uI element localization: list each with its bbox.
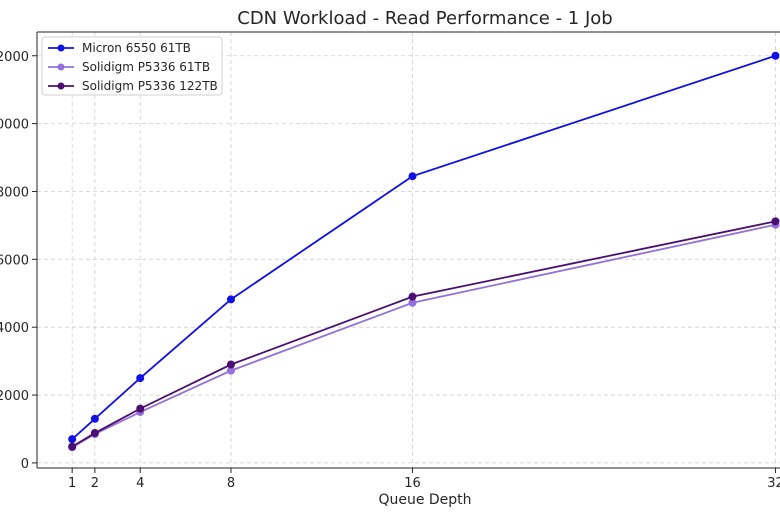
y-tick-label: 8000	[0, 185, 29, 200]
series-line	[71, 54, 776, 440]
data-point	[408, 298, 417, 307]
series-1	[68, 51, 780, 444]
x-tick-label: 4	[136, 476, 144, 491]
x-tick-label: 32	[767, 476, 780, 491]
y-tick-label: 0	[21, 457, 29, 472]
data-point	[226, 366, 235, 375]
grid	[37, 32, 780, 468]
x-tick-label: 2	[91, 476, 99, 491]
y-tick-label: 6000	[0, 253, 29, 268]
series-3	[68, 217, 780, 451]
data-point	[90, 429, 99, 438]
chart-title: CDN Workload - Read Performance - 1 Job	[237, 8, 612, 29]
legend-label: Solidigm P5336 61TB	[82, 60, 210, 74]
series-line	[71, 223, 776, 449]
legend-marker	[57, 44, 65, 52]
legend-marker	[57, 82, 65, 90]
data-point	[68, 435, 77, 444]
data-point	[136, 374, 145, 383]
data-point	[771, 51, 780, 60]
data-point	[771, 217, 780, 226]
y-tick-label: 2000	[0, 389, 29, 404]
y-tick-label: 12000	[0, 50, 29, 65]
x-tick-label: 16	[404, 476, 421, 491]
x-tick-label: 1	[68, 476, 76, 491]
series-2	[68, 220, 780, 452]
legend-label: Micron 6550 61TB	[82, 41, 191, 55]
legend-item: Micron 6550 61TB	[48, 41, 191, 55]
x-tick-label: 8	[227, 476, 235, 491]
data-point	[136, 404, 145, 413]
legend-item: Solidigm P5336 61TB	[48, 60, 210, 74]
legend: Micron 6550 61TB Solidigm P5336 61TB Solid…	[41, 36, 223, 96]
y-tick-label: 4000	[0, 321, 29, 336]
axes: 12 4 8 16 32 0 2000 4000 6000 8000 10000 12000	[0, 31, 780, 491]
legend-item: Solidigm P5336 122TB	[48, 79, 218, 93]
y-tick-label: 10000	[0, 118, 29, 133]
data-point	[90, 414, 99, 423]
legend-marker	[57, 63, 65, 71]
legend-box	[41, 36, 223, 96]
data-point	[226, 360, 235, 369]
legend-label: Solidigm P5336 122TB	[82, 79, 218, 93]
series-layer	[68, 51, 780, 452]
x-axis-label: Queue Depth	[378, 492, 471, 508]
data-point	[408, 292, 417, 301]
data-point	[68, 442, 77, 451]
data-point	[226, 295, 235, 304]
series-line	[71, 220, 776, 448]
data-point	[408, 172, 417, 181]
